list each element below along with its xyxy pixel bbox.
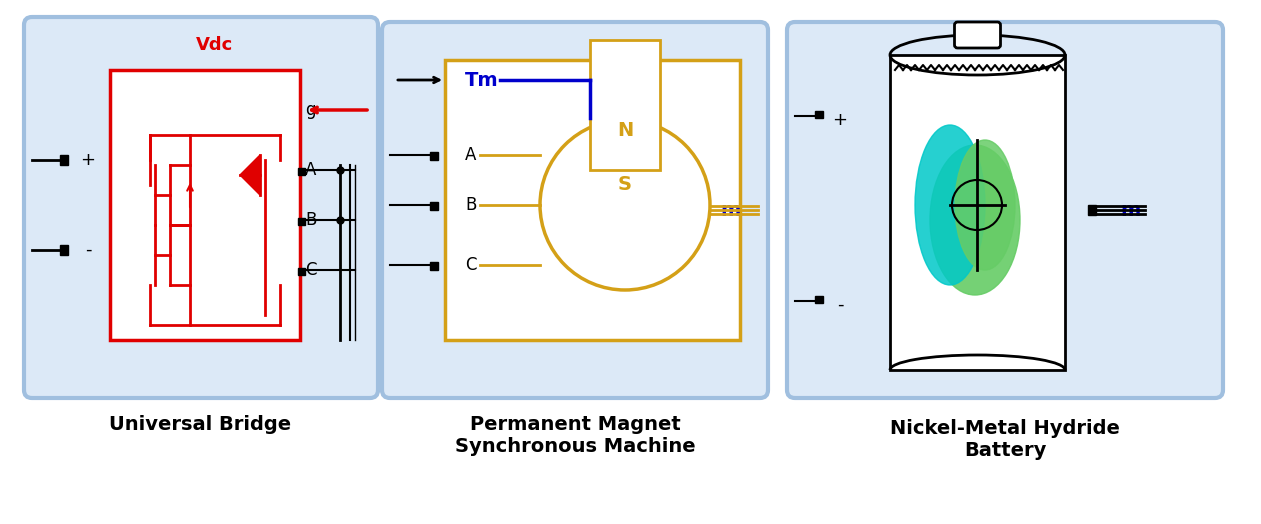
Bar: [890, 55, 1066, 370]
Text: S: S: [618, 176, 632, 194]
Bar: [298, 268, 305, 275]
Text: A: A: [465, 146, 477, 164]
FancyBboxPatch shape: [382, 22, 768, 398]
Text: B: B: [305, 211, 317, 229]
Text: N: N: [617, 121, 633, 139]
Ellipse shape: [955, 140, 1015, 270]
Text: -: -: [84, 241, 91, 259]
Text: Permanent Magnet
Synchronous Machine: Permanent Magnet Synchronous Machine: [455, 414, 695, 455]
Bar: [815, 296, 823, 303]
Text: m: m: [1120, 201, 1140, 220]
Text: B: B: [465, 196, 477, 214]
FancyBboxPatch shape: [787, 22, 1223, 398]
FancyBboxPatch shape: [110, 70, 300, 340]
FancyBboxPatch shape: [24, 17, 378, 398]
Text: Nickel-Metal Hydride
Battery: Nickel-Metal Hydride Battery: [890, 420, 1120, 461]
Bar: [815, 111, 823, 118]
Text: C: C: [465, 256, 477, 274]
Bar: [890, 55, 1066, 370]
Text: Universal Bridge: Universal Bridge: [108, 416, 291, 434]
Text: +: +: [832, 111, 847, 129]
Text: g: g: [305, 101, 315, 119]
Text: -: -: [837, 296, 844, 314]
Ellipse shape: [931, 145, 1020, 295]
Bar: [61, 155, 68, 165]
Bar: [430, 152, 438, 160]
Text: C: C: [305, 261, 317, 279]
Bar: [1088, 205, 1096, 215]
FancyBboxPatch shape: [445, 60, 740, 340]
Polygon shape: [240, 155, 260, 195]
Bar: [298, 218, 305, 225]
FancyBboxPatch shape: [590, 40, 660, 170]
Text: A: A: [305, 161, 317, 179]
Text: m: m: [720, 201, 740, 220]
Text: +: +: [81, 151, 96, 169]
Ellipse shape: [915, 125, 985, 285]
Bar: [430, 262, 438, 270]
Text: Vdc: Vdc: [197, 36, 233, 54]
FancyBboxPatch shape: [955, 22, 1000, 48]
Bar: [298, 168, 305, 175]
Bar: [61, 245, 68, 255]
Text: Tm: Tm: [465, 71, 498, 90]
Bar: [430, 202, 438, 210]
